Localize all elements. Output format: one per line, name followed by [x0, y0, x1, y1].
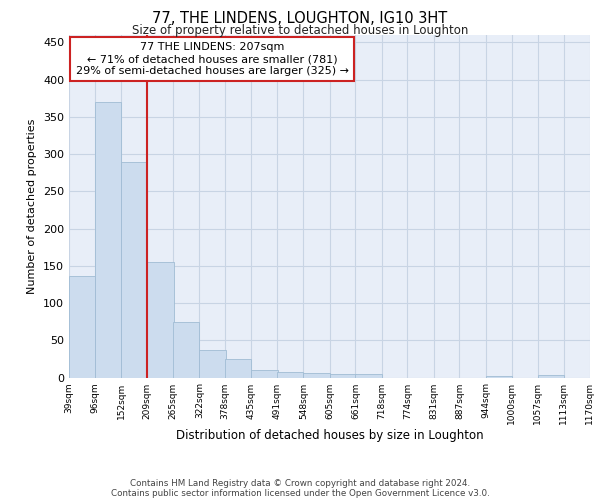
Bar	[225, 359, 251, 378]
Bar	[486, 376, 512, 378]
Text: Contains HM Land Registry data © Crown copyright and database right 2024.
Contai: Contains HM Land Registry data © Crown c…	[110, 479, 490, 498]
Bar	[355, 374, 382, 378]
Bar	[304, 373, 329, 378]
Text: 77 THE LINDENS: 207sqm
← 71% of detached houses are smaller (781)
29% of semi-de: 77 THE LINDENS: 207sqm ← 71% of detached…	[76, 42, 349, 76]
Text: Size of property relative to detached houses in Loughton: Size of property relative to detached ho…	[132, 24, 468, 37]
Bar	[538, 376, 564, 378]
Bar	[147, 262, 173, 378]
Text: 77, THE LINDENS, LOUGHTON, IG10 3HT: 77, THE LINDENS, LOUGHTON, IG10 3HT	[152, 11, 448, 26]
Bar	[173, 322, 199, 378]
Bar	[95, 102, 121, 378]
Text: Distribution of detached houses by size in Loughton: Distribution of detached houses by size …	[176, 428, 484, 442]
Bar	[277, 372, 304, 378]
Bar	[199, 350, 226, 378]
Y-axis label: Number of detached properties: Number of detached properties	[28, 118, 37, 294]
Bar	[329, 374, 356, 378]
Bar	[251, 370, 278, 378]
Bar	[121, 162, 147, 378]
Bar	[69, 276, 95, 378]
